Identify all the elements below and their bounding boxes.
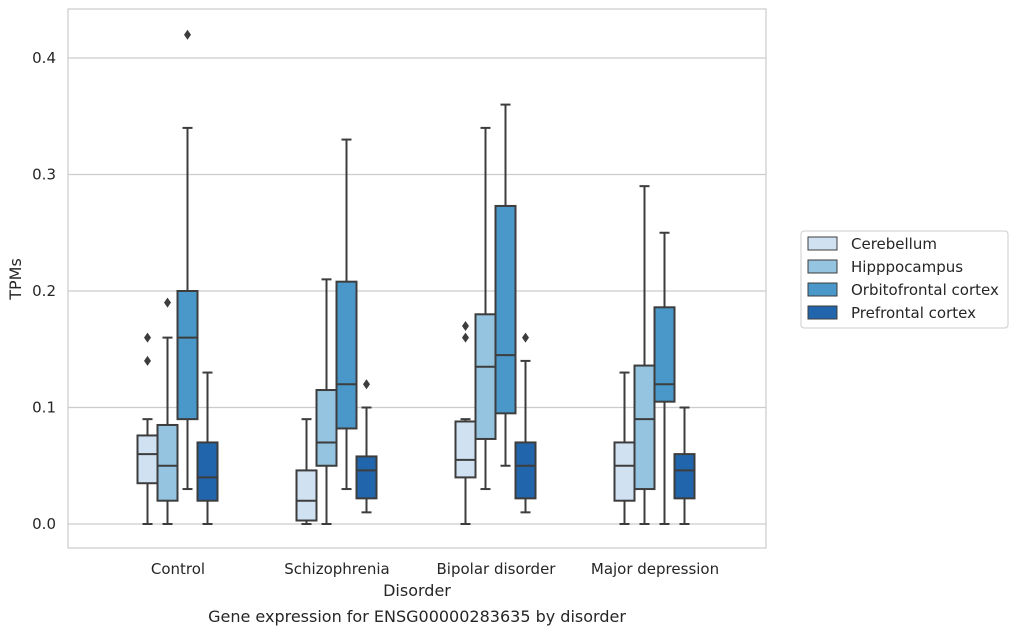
- y-tick-label: 0.3: [32, 166, 56, 184]
- legend-swatch: [807, 259, 838, 274]
- box-iqr: [633, 364, 656, 491]
- x-tick-label: Major depression: [591, 560, 719, 578]
- box-iqr: [355, 455, 378, 500]
- y-tick-label: 0.0: [32, 515, 56, 533]
- x-tick-label: Bipolar disorder: [437, 560, 557, 578]
- y-axis-label: TPMs: [6, 258, 25, 301]
- box-hipppocampus: [633, 185, 656, 525]
- legend-label: Cerebellum: [851, 235, 937, 253]
- box-iqr: [613, 441, 636, 502]
- outlier-point: [164, 297, 171, 308]
- outlier-point: [363, 379, 370, 390]
- box-hipppocampus: [156, 297, 179, 525]
- box-orbitofrontal-cortex: [653, 231, 676, 525]
- y-tick-label: 0.4: [32, 49, 56, 67]
- box-iqr: [156, 423, 179, 502]
- box-iqr: [176, 290, 199, 421]
- legend-frame: [800, 230, 1009, 329]
- legend-label: Prefrontal cortex: [851, 304, 976, 322]
- outlier-point: [462, 332, 469, 343]
- box-iqr: [474, 313, 497, 440]
- y-tick-labels: 0.0 0.1 0.2 0.3 0.4: [32, 49, 56, 533]
- outlier-point: [144, 332, 151, 343]
- box-prefrontal-cortex: [355, 379, 378, 514]
- box-prefrontal-cortex: [196, 371, 219, 525]
- box-cerebellum: [613, 371, 636, 525]
- box-hipppocampus: [315, 278, 338, 525]
- box-iqr: [673, 453, 696, 500]
- y-tick-label: 0.1: [32, 399, 56, 417]
- box-iqr: [295, 469, 318, 522]
- box-iqr: [315, 389, 338, 467]
- chart-title: Gene expression for ENSG00000283635 by d…: [208, 607, 626, 626]
- box-orbitofrontal-cortex: [494, 103, 517, 467]
- box-prefrontal-cortex: [673, 406, 696, 525]
- outlier-point: [522, 332, 529, 343]
- plot-area-frame: [67, 8, 767, 549]
- box-orbitofrontal-cortex: [176, 29, 199, 491]
- outlier-point: [462, 320, 469, 331]
- box-iqr: [514, 441, 537, 500]
- legend: Cerebellum Hipppocampus Orbitofrontal cort…: [800, 230, 1009, 329]
- x-tick-label: Schizophrenia: [284, 560, 389, 578]
- legend-label: Hipppocampus: [851, 258, 963, 276]
- box-iqr: [196, 441, 219, 502]
- box-series: [136, 29, 696, 525]
- x-axis-label: Disorder: [383, 581, 451, 600]
- legend-swatch: [807, 282, 838, 297]
- legend-swatch: [807, 236, 838, 251]
- box-cerebellum: [454, 320, 477, 525]
- x-tick-label: Control: [151, 560, 205, 578]
- legend-label: Orbitofrontal cortex: [851, 281, 999, 299]
- y-tick-label: 0.2: [32, 282, 56, 300]
- box-iqr: [653, 306, 676, 403]
- box-prefrontal-cortex: [514, 332, 537, 514]
- box-iqr: [494, 204, 517, 415]
- outlier-point: [144, 355, 151, 366]
- box-orbitofrontal-cortex: [335, 138, 358, 491]
- box-iqr: [454, 420, 477, 479]
- box-hipppocampus: [474, 126, 497, 491]
- box-cerebellum: [295, 418, 318, 525]
- box-iqr: [136, 434, 159, 485]
- outlier-point: [184, 29, 191, 40]
- x-tick-labels: Control Schizophrenia Bipolar disorder Majo…: [151, 560, 719, 578]
- box-iqr: [335, 280, 358, 430]
- box-cerebellum: [136, 332, 159, 525]
- legend-swatch: [807, 305, 838, 320]
